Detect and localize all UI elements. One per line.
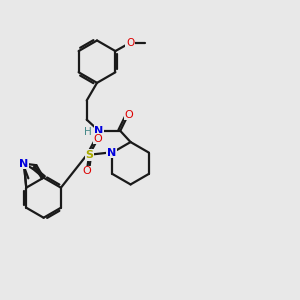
Text: N: N	[94, 126, 104, 136]
Text: H: H	[84, 127, 92, 137]
Text: N: N	[107, 148, 116, 158]
Text: O: O	[124, 110, 133, 120]
Text: O: O	[94, 134, 102, 144]
Text: O: O	[82, 166, 91, 176]
Text: N: N	[19, 159, 28, 169]
Text: O: O	[126, 38, 134, 48]
Text: S: S	[85, 150, 93, 160]
